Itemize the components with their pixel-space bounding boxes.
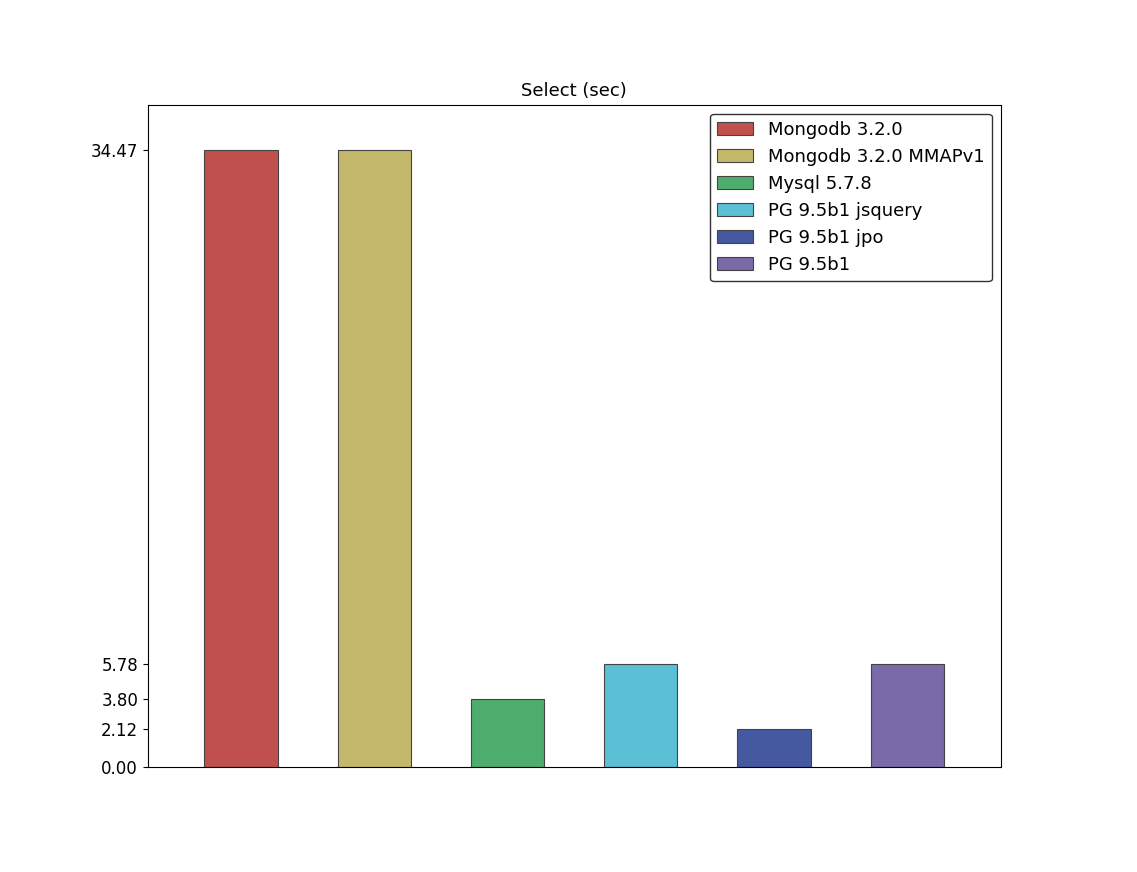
Bar xyxy=(604,664,678,767)
Bar xyxy=(205,150,277,767)
Bar xyxy=(738,729,811,767)
Title: Select (sec): Select (sec) xyxy=(521,82,628,100)
Bar xyxy=(471,699,545,767)
Bar xyxy=(871,664,944,767)
Bar xyxy=(338,150,410,767)
Legend: Mongodb 3.2.0, Mongodb 3.2.0 MMAPv1, Mysql 5.7.8, PG 9.5b1 jsquery, PG 9.5b1 jpo: Mongodb 3.2.0, Mongodb 3.2.0 MMAPv1, Mys… xyxy=(709,113,991,282)
